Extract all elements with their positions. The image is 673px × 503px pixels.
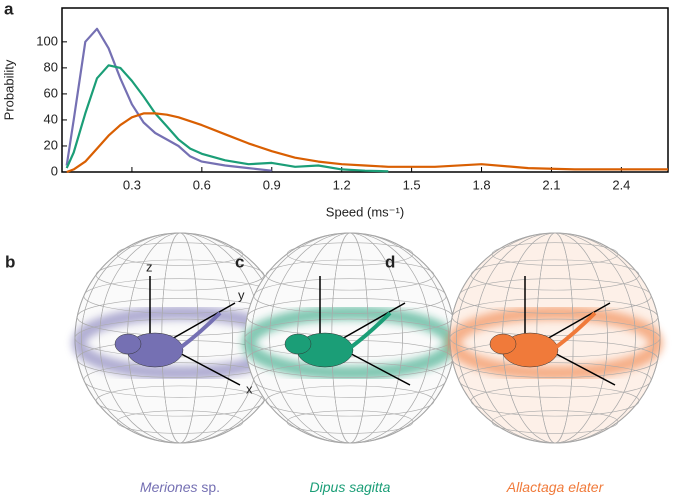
axis-y — [544, 302, 611, 341]
animal-tail — [348, 311, 392, 350]
species-label: Dipus sagitta — [310, 479, 391, 495]
species-label: Meriones sp. — [140, 479, 220, 495]
species-name: Allactaga elater — [506, 479, 605, 495]
axis-y — [169, 302, 236, 341]
y-tick-label: 80 — [44, 59, 58, 74]
axis-name: z — [146, 259, 153, 274]
sphere-panel: c Dipus sagitta — [235, 232, 458, 495]
panel-letter: a — [4, 0, 14, 18]
sphere-panel: d Allactaga elater — [385, 232, 663, 495]
species-name: Meriones — [140, 479, 198, 495]
sphere-fill — [244, 232, 456, 444]
y-axis-label: Probability — [1, 59, 16, 120]
x-tick-label: 0.9 — [263, 177, 281, 192]
sphere-longitude — [456, 232, 654, 444]
panel-letter: b — [5, 252, 15, 271]
panel-letter: c — [235, 252, 244, 271]
species-suffix: sp. — [201, 479, 220, 495]
y-tick-label: 100 — [36, 33, 58, 48]
x-tick-label: 1.2 — [333, 177, 351, 192]
axis-name: x — [246, 381, 253, 396]
sphere-panel: b Meriones sp. — [5, 232, 288, 495]
axis-name: y — [238, 287, 245, 302]
sphere-fill — [449, 232, 661, 444]
animal-head — [284, 333, 312, 355]
x-tick-label: 0.3 — [123, 177, 141, 192]
y-tick-label: 40 — [44, 111, 58, 126]
x-tick-label: 1.8 — [472, 177, 490, 192]
animal-tail — [553, 311, 597, 350]
series-line — [65, 64, 389, 173]
species-label: Allactaga elater — [506, 479, 605, 495]
y-tick-label: 20 — [44, 137, 58, 152]
axis-y — [339, 302, 406, 341]
animal-tail — [178, 311, 222, 350]
panel-letter: d — [385, 252, 395, 271]
x-tick-label: 0.6 — [193, 177, 211, 192]
plot-frame — [61, 7, 669, 173]
sphere-band — [447, 306, 663, 380]
x-tick-label: 2.4 — [612, 177, 630, 192]
x-axis-label: Speed (ms⁻¹) — [326, 204, 404, 219]
animal-head — [114, 333, 142, 355]
series-line — [65, 27, 272, 172]
x-tick-label: 2.1 — [542, 177, 560, 192]
y-tick-label: 60 — [44, 85, 58, 100]
series-line — [66, 112, 668, 174]
species-name: Dipus sagitta — [310, 479, 391, 495]
x-tick-label: 1.5 — [403, 177, 421, 192]
animal-head — [489, 333, 517, 355]
y-tick-label: 0 — [51, 163, 58, 178]
